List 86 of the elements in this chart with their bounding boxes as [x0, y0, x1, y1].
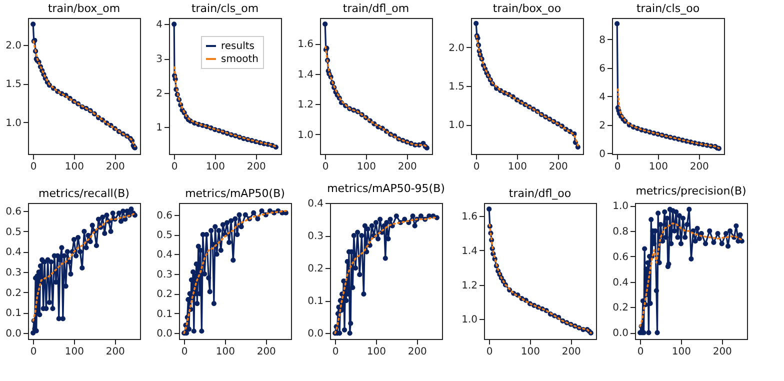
y-tick-label: 1.2: [298, 100, 314, 111]
y-tick-label: 0.3: [6, 268, 22, 279]
y-tick-label: 0: [599, 148, 606, 160]
y-tick-label: 1.0: [462, 314, 478, 326]
y-tick-label: 0.4: [612, 277, 628, 288]
legend-label: results: [221, 41, 255, 52]
y-tick-label: 0.3: [308, 231, 324, 242]
x-tick-label: 0: [181, 346, 188, 358]
y-tick-label: 2: [156, 88, 162, 100]
y-tick-label: 0.5: [156, 230, 172, 242]
x-tick-label: 0: [486, 346, 493, 358]
y-tick-label: 1.0: [6, 118, 22, 129]
y-tick-label: 0.6: [6, 206, 22, 218]
y-tick-label: 1.2: [462, 280, 478, 292]
y-tick-label: 0.3: [156, 269, 172, 280]
chart-title: train/cls_om: [191, 2, 259, 15]
y-tick-label: 0.8: [612, 226, 628, 238]
x-tick-label: 100: [216, 346, 236, 358]
chart-title: metrics/precision(B): [636, 184, 746, 198]
y-tick-label: 3: [156, 54, 162, 66]
y-tick-label: 2.0: [6, 40, 22, 52]
x-tick-label: 100: [64, 346, 84, 358]
y-tick-label: 1.5: [448, 82, 464, 92]
x-tick-label: 200: [106, 162, 125, 172]
y-tick-label: 4: [599, 92, 606, 103]
x-tick-label: 200: [712, 346, 732, 358]
y-tick-label: 0.4: [308, 198, 324, 210]
x-tick-label: 0: [30, 162, 37, 172]
y-tick-label: 0.2: [308, 264, 324, 275]
y-tick-label: 6: [599, 63, 606, 74]
x-tick-label: 100: [366, 346, 386, 358]
y-tick-label: 8: [599, 34, 606, 46]
x-tick-label: 200: [398, 162, 417, 172]
y-tick-label: 0.1: [156, 308, 172, 320]
chart-title: metrics/mAP50-95(B): [327, 182, 445, 195]
x-tick-label: 200: [256, 346, 276, 358]
chart-title: train/dfl_oo: [508, 187, 572, 200]
y-tick-label: 1.4: [298, 69, 314, 80]
chart-title: train/box_oo: [492, 2, 562, 15]
y-tick-label: 0.0: [6, 328, 22, 340]
x-tick-label: 200: [690, 162, 709, 172]
y-tick-label: 1.0: [298, 130, 314, 141]
y-tick-label: 0.6: [612, 252, 628, 263]
y-tick-label: 1.0: [612, 201, 628, 212]
y-tick-label: 0.5: [6, 226, 22, 238]
y-tick-label: 0.4: [6, 247, 22, 258]
chart-title: train/cls_oo: [636, 2, 700, 15]
y-tick-label: 0.2: [156, 289, 172, 300]
y-tick-label: 2.0: [448, 42, 464, 54]
chart-title: metrics/mAP50(B): [185, 187, 285, 200]
legend-label: smooth: [221, 54, 258, 65]
chart-title: train/dfl_om: [342, 2, 410, 15]
x-tick-label: 200: [562, 346, 581, 358]
x-tick-label: 100: [508, 162, 528, 172]
y-tick-label: 0.0: [308, 328, 324, 340]
x-tick-label: 0: [637, 346, 644, 358]
y-tick-label: 0.1: [6, 308, 22, 320]
x-tick-label: 200: [246, 162, 266, 172]
x-tick-label: 100: [648, 162, 668, 172]
x-tick-label: 100: [206, 162, 226, 172]
x-tick-label: 200: [106, 346, 125, 358]
y-tick-label: 1.6: [298, 39, 314, 50]
y-tick-label: 1.6: [462, 211, 478, 222]
y-tick-label: 0.0: [612, 328, 628, 340]
x-tick-label: 100: [520, 346, 540, 358]
y-tick-label: 2: [599, 120, 606, 132]
chart-title: train/box_om: [48, 2, 120, 15]
x-tick-label: 100: [356, 162, 376, 172]
y-tick-label: 0.1: [308, 296, 324, 308]
x-tick-label: 0: [332, 346, 339, 358]
y-tick-label: 1.4: [462, 246, 478, 257]
x-tick-label: 200: [408, 346, 427, 358]
y-tick-label: 0.2: [612, 302, 628, 314]
x-tick-label: 100: [672, 346, 692, 358]
y-tick-label: 1: [156, 122, 162, 134]
x-tick-label: 0: [30, 346, 37, 358]
y-tick-label: 0.4: [156, 250, 172, 261]
y-tick-label: 0.0: [156, 328, 172, 340]
y-tick-label: 1.0: [448, 120, 464, 132]
y-tick-label: 0.2: [6, 288, 22, 299]
chart-title: metrics/recall(B): [38, 187, 130, 200]
y-tick-label: 4: [156, 20, 162, 31]
y-tick-label: 1.5: [6, 79, 22, 90]
x-tick-label: 200: [548, 162, 568, 172]
y-tick-label: 0.6: [156, 210, 172, 222]
x-tick-label: 100: [64, 162, 84, 172]
